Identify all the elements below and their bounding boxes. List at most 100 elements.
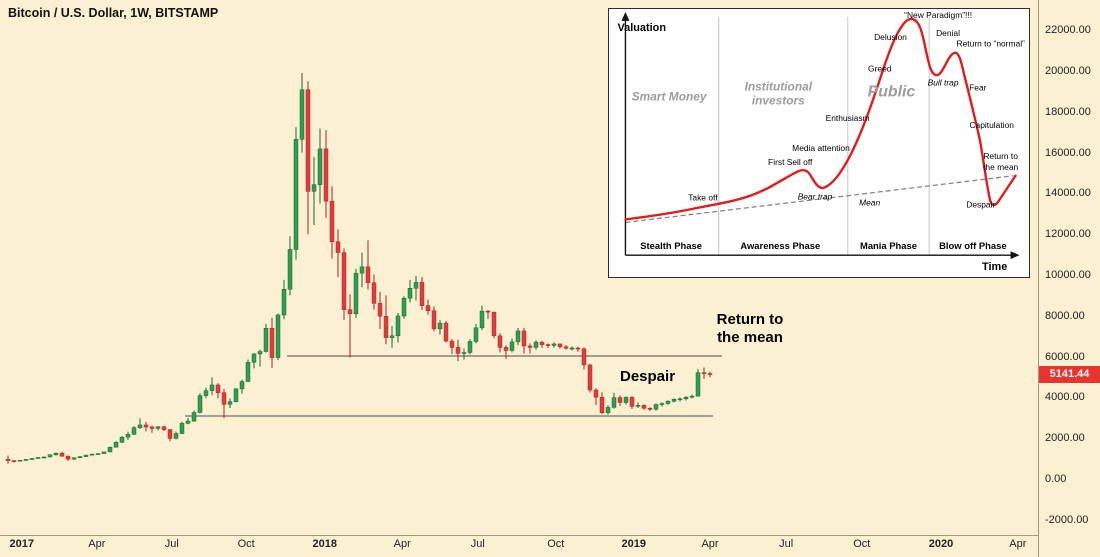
candle-body <box>59 452 65 457</box>
candle-body <box>263 327 269 352</box>
cycle-stage-label: Take off <box>688 193 718 203</box>
candle-body <box>461 352 467 354</box>
candle-body <box>221 392 227 405</box>
candle-body <box>533 341 539 348</box>
valuation-axis-label: Valuation <box>618 22 666 34</box>
candle-body <box>149 426 155 429</box>
y-axis-label: 20000.00 <box>1045 65 1091 77</box>
candle-body <box>143 424 149 428</box>
candle-body <box>137 424 143 428</box>
x-axis-label: Apr <box>88 538 106 550</box>
candle-body <box>431 310 437 330</box>
candle-body <box>551 343 557 346</box>
x-axis-label: 2018 <box>312 538 338 550</box>
x-axis-label: Jul <box>470 538 485 550</box>
time-axis[interactable]: 2017 Apr Jul Oct 2018 Apr Jul Oct 2019 Apr Jul Oct 2… <box>0 537 1039 557</box>
candle-body <box>23 459 29 461</box>
candle-body <box>689 395 695 398</box>
candle-body <box>473 327 479 342</box>
candle-body <box>665 401 671 404</box>
candle-body <box>455 347 461 354</box>
cycle-stage-label: Denial <box>936 28 960 38</box>
candle-body <box>683 396 689 400</box>
candle-body <box>413 282 419 289</box>
candle-body <box>89 453 95 456</box>
x-axis-label: Oct <box>547 538 565 550</box>
y-axis-label: 2000.00 <box>1045 432 1085 445</box>
investor-group-label: investors <box>752 93 805 107</box>
phase-label: Mania Phase <box>860 240 917 251</box>
cycle-stage-label: First Sell off <box>768 157 813 167</box>
candle-body <box>251 353 257 363</box>
candle-body <box>599 396 605 413</box>
y-axis-label: 0.00 <box>1045 473 1067 485</box>
x-axis-label: 2019 <box>621 538 647 550</box>
candle-body <box>233 388 239 402</box>
candle-body <box>581 348 587 366</box>
candle-body <box>77 456 83 458</box>
return-to-mean-line2: the mean <box>717 329 783 346</box>
cycle-stage-label: Return to “normal” <box>957 39 1026 49</box>
candle-body <box>467 341 473 353</box>
candle-body <box>17 459 23 462</box>
candle-body <box>443 322 449 342</box>
candle-body <box>167 429 173 439</box>
y-axis-label: 4000.00 <box>1045 391 1085 404</box>
candle-body <box>35 457 41 459</box>
candle-body <box>497 335 503 348</box>
y-axis-label: -2000.00 <box>1045 513 1089 526</box>
candle-body <box>425 305 431 311</box>
candle-body <box>359 266 365 274</box>
candle-body <box>191 412 197 422</box>
candle-body <box>707 373 713 375</box>
candle-body <box>47 454 53 458</box>
candle-body <box>95 453 101 455</box>
candle-body <box>65 455 71 460</box>
candle-body <box>365 266 371 284</box>
candle-body <box>11 460 17 462</box>
valuation-axis-arrow <box>621 11 630 21</box>
symbol-title: Bitcoin / U.S. Dollar, 1W, BITSTAMP <box>8 6 219 20</box>
candle-body <box>419 282 425 306</box>
candle-body <box>293 139 299 250</box>
x-axis-label: Jul <box>779 538 794 550</box>
candle-body <box>479 310 485 329</box>
candle-body <box>635 405 641 407</box>
cycle-stage-label: Despair <box>966 200 995 210</box>
candle-body <box>83 454 89 457</box>
cheat-sheet-canvas: Valuation Time Stealth Phase Awareness Phas… <box>618 10 1026 273</box>
candle-body <box>371 282 377 304</box>
price-axis[interactable]: 22000.00 20000.00 18000.00 16000.00 14000.00… <box>1039 0 1100 535</box>
candle-body <box>107 446 113 453</box>
x-axis-label: 2020 <box>928 538 954 550</box>
candle-body <box>509 341 515 351</box>
return-to-mean-line1: Return to <box>716 311 784 328</box>
investor-group-label: Smart Money <box>632 89 708 103</box>
candle-body <box>113 442 119 448</box>
candle-body <box>245 362 251 382</box>
candle-body <box>503 347 509 351</box>
candle-body <box>161 426 167 430</box>
candle-body <box>515 330 521 343</box>
candle-body <box>557 343 563 348</box>
candle-body <box>353 272 359 315</box>
candle-body <box>155 426 161 429</box>
candle-body <box>671 398 677 402</box>
candle-body <box>5 459 11 461</box>
candle-body <box>593 389 599 398</box>
time-axis-label: Time <box>982 261 1007 273</box>
despair-annotation: Despair <box>620 368 676 385</box>
candle-body <box>275 314 281 358</box>
cycle-stage-label: Return to <box>983 151 1018 161</box>
candle-body <box>575 347 581 350</box>
candle-body <box>125 434 131 438</box>
candle-body <box>281 289 287 316</box>
return-to-mean-annotation: Return to the mean <box>698 311 802 347</box>
cycle-stage-label: Mean <box>859 198 880 208</box>
candle-body <box>185 420 191 424</box>
candle-body <box>695 372 701 397</box>
x-axis-label: 2017 <box>9 538 35 550</box>
y-axis-label: 10000.00 <box>1045 269 1091 281</box>
